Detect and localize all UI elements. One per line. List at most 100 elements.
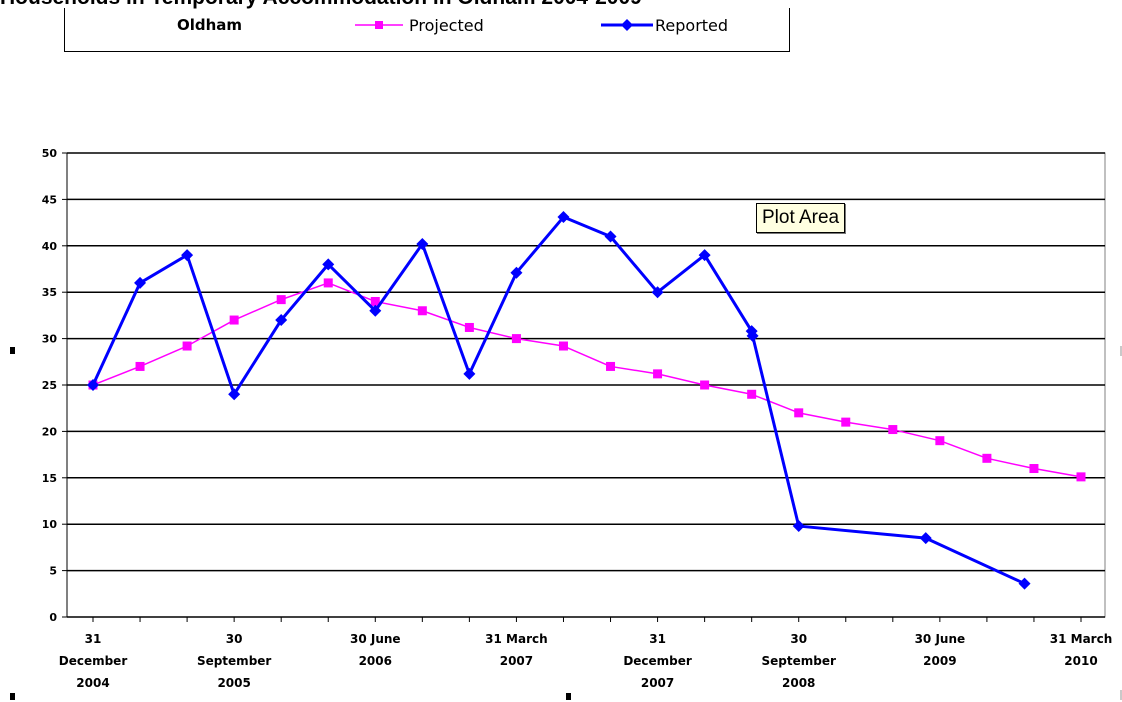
data-point-projected[interactable] [747, 389, 757, 399]
data-point-projected[interactable] [982, 453, 992, 463]
x-tick-label: 31 March 2007 [485, 632, 548, 668]
data-point-reported[interactable] [1018, 577, 1031, 590]
y-tick-label: 20 [42, 425, 58, 438]
data-point-projected[interactable] [229, 315, 239, 325]
x-tick-label: 30 September 2008 [762, 632, 836, 690]
data-point-projected[interactable] [558, 341, 568, 351]
legend-label-reported: Reported [655, 16, 729, 35]
x-axis: 31 December 2004 30 September 2005 30 June 2006… [59, 616, 1113, 690]
data-point-projected[interactable] [1029, 464, 1039, 474]
data-point-projected[interactable] [606, 361, 616, 371]
data-point-reported[interactable] [228, 388, 241, 401]
data-point-reported[interactable] [651, 286, 664, 299]
x-tick-label-line: 31 March [1050, 632, 1113, 646]
data-point-projected[interactable] [464, 322, 474, 332]
series-layer [87, 211, 1086, 590]
y-tick-label: 35 [42, 286, 57, 299]
y-tick-label: 50 [42, 147, 58, 160]
x-tick-label: 30 June 2009 [915, 632, 966, 668]
data-point-reported[interactable] [181, 249, 194, 262]
y-tick-label: 30 [42, 333, 58, 346]
y-tick-label: 40 [42, 240, 58, 253]
data-point-projected[interactable] [935, 436, 945, 446]
x-tick-label-line: 31 [85, 632, 102, 646]
magenta-square-marker-icon [355, 21, 403, 29]
data-point-reported[interactable] [322, 258, 335, 271]
y-tick-label: 15 [42, 472, 57, 485]
series-reported[interactable] [87, 211, 1031, 590]
selection-handle[interactable] [566, 693, 571, 700]
data-point-projected[interactable] [417, 306, 427, 316]
x-tick-label-line: September [197, 654, 271, 668]
x-tick-label-line: 30 [790, 632, 807, 646]
data-point-reported[interactable] [275, 314, 288, 327]
data-point-projected[interactable] [700, 380, 710, 390]
data-point-projected[interactable] [511, 334, 521, 344]
y-tick-label: 0 [49, 611, 57, 624]
x-tick-label-line: September [762, 654, 836, 668]
x-tick-label: 31 December 2007 [623, 632, 692, 690]
data-point-reported[interactable] [369, 304, 382, 317]
data-point-projected[interactable] [1076, 472, 1086, 482]
x-tick-label: 31 March 2010 [1050, 632, 1113, 668]
x-tick-label-line: 2009 [923, 654, 956, 668]
data-point-projected[interactable] [135, 361, 145, 371]
data-point-projected[interactable] [276, 295, 286, 305]
data-point-projected[interactable] [794, 408, 804, 418]
selection-handle[interactable] [10, 347, 15, 354]
gridlines [67, 152, 1105, 572]
data-point-projected[interactable] [653, 369, 663, 379]
y-tick-label: 5 [49, 565, 57, 578]
data-point-reported[interactable] [463, 367, 476, 380]
data-point-reported[interactable] [792, 520, 805, 533]
data-point-reported[interactable] [416, 237, 429, 250]
x-tick-label: 30 June 2006 [350, 632, 401, 668]
data-point-reported[interactable] [134, 276, 147, 289]
data-point-projected[interactable] [370, 296, 380, 306]
data-point-reported[interactable] [746, 329, 759, 342]
x-tick-label-line: 31 March [485, 632, 548, 646]
series-line-projected[interactable] [92, 282, 1082, 478]
x-tick-label-line: 2006 [359, 654, 392, 668]
plot-area-tooltip: Plot Area [756, 203, 846, 233]
x-tick-label-line: 2005 [217, 676, 250, 690]
data-point-projected[interactable] [888, 425, 898, 435]
selection-handle[interactable] [1120, 346, 1122, 356]
data-point-reported[interactable] [510, 266, 523, 279]
x-tick-label-line: 30 June [350, 632, 401, 646]
legend-title: Oldham [177, 16, 243, 34]
blue-diamond-marker-icon [601, 19, 653, 31]
data-point-reported[interactable] [557, 211, 570, 224]
page-title: Households in Temporary Accommodation in… [0, 0, 642, 10]
x-tick-label-line: 30 [226, 632, 243, 646]
y-tick-label: 25 [42, 379, 57, 392]
legend-entry-reported[interactable]: Reported [599, 15, 779, 35]
x-tick-label-line: December [59, 654, 128, 668]
x-tick-label-line: December [623, 654, 692, 668]
x-tick-label-line: 2010 [1064, 654, 1097, 668]
legend-entry-projected[interactable]: Projected [353, 15, 513, 35]
data-point-reported[interactable] [87, 379, 99, 391]
x-tick-label-line: 2004 [76, 676, 109, 690]
data-point-projected[interactable] [182, 341, 192, 351]
x-tick-label-line: 2007 [641, 676, 674, 690]
x-tick-label-line: 30 June [915, 632, 966, 646]
selection-handle[interactable] [10, 693, 15, 700]
x-tick-label: 31 December 2004 [59, 632, 128, 690]
data-point-projected[interactable] [323, 278, 333, 288]
data-point-reported[interactable] [919, 532, 932, 545]
x-tick-label-line: 2008 [782, 676, 815, 690]
legend-label-projected: Projected [409, 16, 484, 35]
legend[interactable]: Oldham Projected Reported [64, 8, 790, 52]
data-point-reported[interactable] [604, 230, 617, 243]
y-tick-label: 45 [42, 193, 57, 206]
y-tick-label: 10 [42, 518, 58, 531]
selection-handle[interactable] [1120, 690, 1122, 700]
data-point-projected[interactable] [841, 417, 851, 427]
x-tick-label: 30 September 2005 [197, 632, 271, 690]
data-point-reported[interactable] [698, 249, 711, 262]
y-axis: 0 5 10 15 20 25 30 35 40 45 50 [42, 147, 68, 624]
x-tick-label-line: 31 [649, 632, 666, 646]
x-tick-label-line: 2007 [500, 654, 533, 668]
